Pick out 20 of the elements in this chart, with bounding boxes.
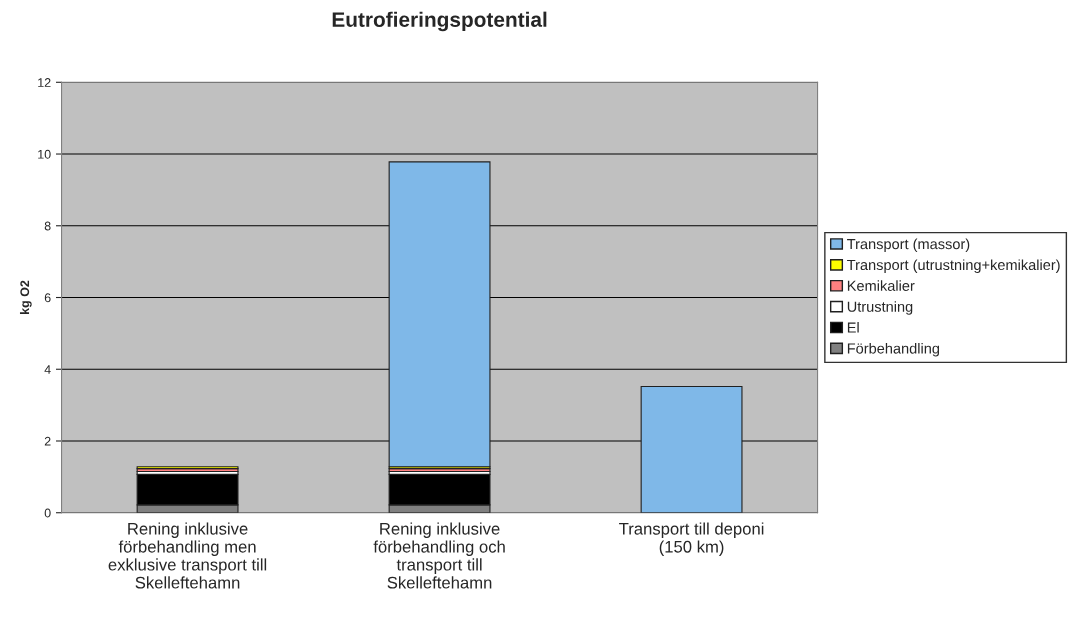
x-tick-label: Transport till deponi (150 km) (619, 522, 764, 556)
y-tick-label: 0 (44, 508, 51, 518)
y-tick-label: 10 (38, 149, 51, 159)
y-tick-label: 12 (38, 78, 51, 87)
y-tick-label: 6 (44, 293, 51, 303)
legend-label: Transport (utrustning+kemikalier) (847, 259, 1060, 273)
chart-title: Eutrofieringspotential (332, 11, 547, 32)
x-tick-label: Rening inklusive förbehandling och transport till Skelleftehamn (373, 522, 505, 589)
legend-label: Förbehandling (847, 342, 940, 357)
y-axis-title: kg O2 (19, 280, 32, 314)
legend-label: Kemikalier (847, 280, 915, 291)
legend-label: El (847, 322, 859, 333)
bar (640, 385, 743, 513)
legend-label: Utrustning (847, 301, 913, 315)
x-tick-label: Rening inklusive förbehandling men exklusive transport till Skelleftehamn (108, 522, 267, 589)
y-tick-label: 8 (44, 221, 51, 231)
y-tick-label: 4 (44, 365, 51, 374)
bar (388, 161, 491, 468)
legend-label: Transport (massor) (847, 238, 970, 253)
y-tick-label: 2 (44, 436, 51, 446)
